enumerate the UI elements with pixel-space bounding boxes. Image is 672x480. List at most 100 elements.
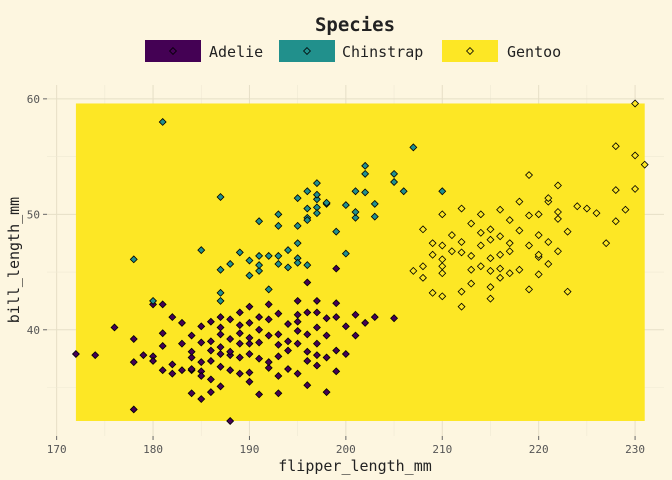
data-point-gentoo [553,214,562,223]
data-point-adelie [197,322,206,331]
data-point-gentoo [544,259,553,268]
data-point-chinstrap [303,261,312,270]
data-point-adelie [91,351,100,360]
legend-key-marker [466,47,474,55]
data-point-adelie [178,366,186,375]
data-point-adelie [312,296,321,305]
data-point-adelie [322,353,331,362]
data-point-adelie [235,353,244,362]
data-point-gentoo [611,186,620,195]
data-point-gentoo [534,270,543,279]
data-point-chinstrap [245,271,254,280]
data-point-gentoo [486,294,495,303]
data-point-adelie [206,346,215,355]
x-axis-ticks: 170 180 190 200 210 220 230 [47,436,645,456]
data-point-chinstrap [158,117,167,126]
data-point-gentoo [553,247,562,256]
data-point-adelie [274,330,283,339]
data-point-gentoo [563,287,572,296]
data-point-chinstrap [351,208,360,216]
data-point-adelie [226,347,235,356]
data-point-adelie [245,318,254,327]
data-point-adelie [216,362,225,371]
data-point-chinstrap [361,169,370,178]
data-point-adelie [235,329,244,338]
data-point-gentoo [631,151,640,160]
data-point-chinstrap [255,251,264,260]
data-point-gentoo [544,194,553,203]
x-tick-label: 180 [143,443,163,456]
data-point-gentoo [592,209,601,218]
data-point-adelie [216,313,225,322]
data-point-adelie [235,321,244,330]
data-point-gentoo [525,171,533,180]
data-point-adelie [216,350,225,358]
data-point-adelie [293,326,302,335]
data-point-gentoo [486,235,495,244]
data-point-chinstrap [284,263,292,272]
data-point-gentoo [525,241,533,250]
data-point-adelie [139,351,148,360]
data-point-gentoo [419,273,427,282]
data-point-gentoo [438,241,447,250]
data-point-chinstrap [293,239,302,248]
data-point-chinstrap [274,251,283,260]
legend-title: Species [315,14,395,36]
legend-label-chinstrap: Chinstrap [342,43,423,61]
data-point-gentoo [563,227,572,236]
data-point-gentoo [457,248,466,257]
data-point-chinstrap [264,285,273,294]
data-point-gentoo [573,202,582,211]
data-point-gentoo [534,250,543,259]
data-point-adelie [284,337,292,346]
data-point-gentoo [525,211,533,220]
data-point-adelie [178,339,186,348]
data-point-chinstrap [235,248,244,257]
data-point-chinstrap [361,188,370,197]
data-point-adelie [303,347,312,356]
data-point-chinstrap [216,296,225,305]
data-point-adelie [303,308,312,317]
data-point-adelie [255,313,264,322]
data-point-adelie [274,340,283,349]
data-point-gentoo [640,160,649,169]
data-point-chinstrap [303,216,312,225]
data-point-adelie [197,358,206,367]
data-point-gentoo [534,231,543,240]
data-point-adelie [216,382,225,391]
data-point-adelie [332,346,341,355]
data-point-adelie [158,366,167,375]
data-point-chinstrap [341,249,350,258]
data-point-adelie [129,405,138,414]
data-point-chinstrap [197,246,206,255]
data-point-gentoo [428,288,437,297]
data-point-gentoo [447,247,456,256]
data-point-chinstrap [293,194,302,203]
x-tick-label: 210 [432,443,452,456]
data-point-adelie [370,313,379,322]
data-point-chinstrap [264,251,273,260]
data-point-chinstrap [274,221,283,230]
data-point-chinstrap [216,265,225,274]
legend-label-adelie: Adelie [209,43,263,61]
data-point-chinstrap [255,261,264,270]
data-point-adelie [351,331,360,340]
data-point-adelie [255,354,264,363]
data-point-adelie [245,368,254,377]
data-point-gentoo [486,225,495,234]
data-point-adelie [168,360,177,369]
data-point-adelie [264,363,273,372]
data-point-adelie [322,331,331,340]
data-point-gentoo [553,181,562,190]
data-point-gentoo [544,238,553,246]
data-point-adelie [197,338,206,347]
data-point-adelie [293,369,302,378]
data-point-adelie [206,317,215,326]
data-point-adelie [264,331,273,340]
data-point-gentoo [467,265,476,274]
data-point-chinstrap [351,213,360,222]
data-point-adelie [255,338,264,347]
data-point-gentoo [496,232,505,241]
y-axis-ticks: 40 50 60 [27,93,47,337]
data-point-adelie [322,388,331,397]
